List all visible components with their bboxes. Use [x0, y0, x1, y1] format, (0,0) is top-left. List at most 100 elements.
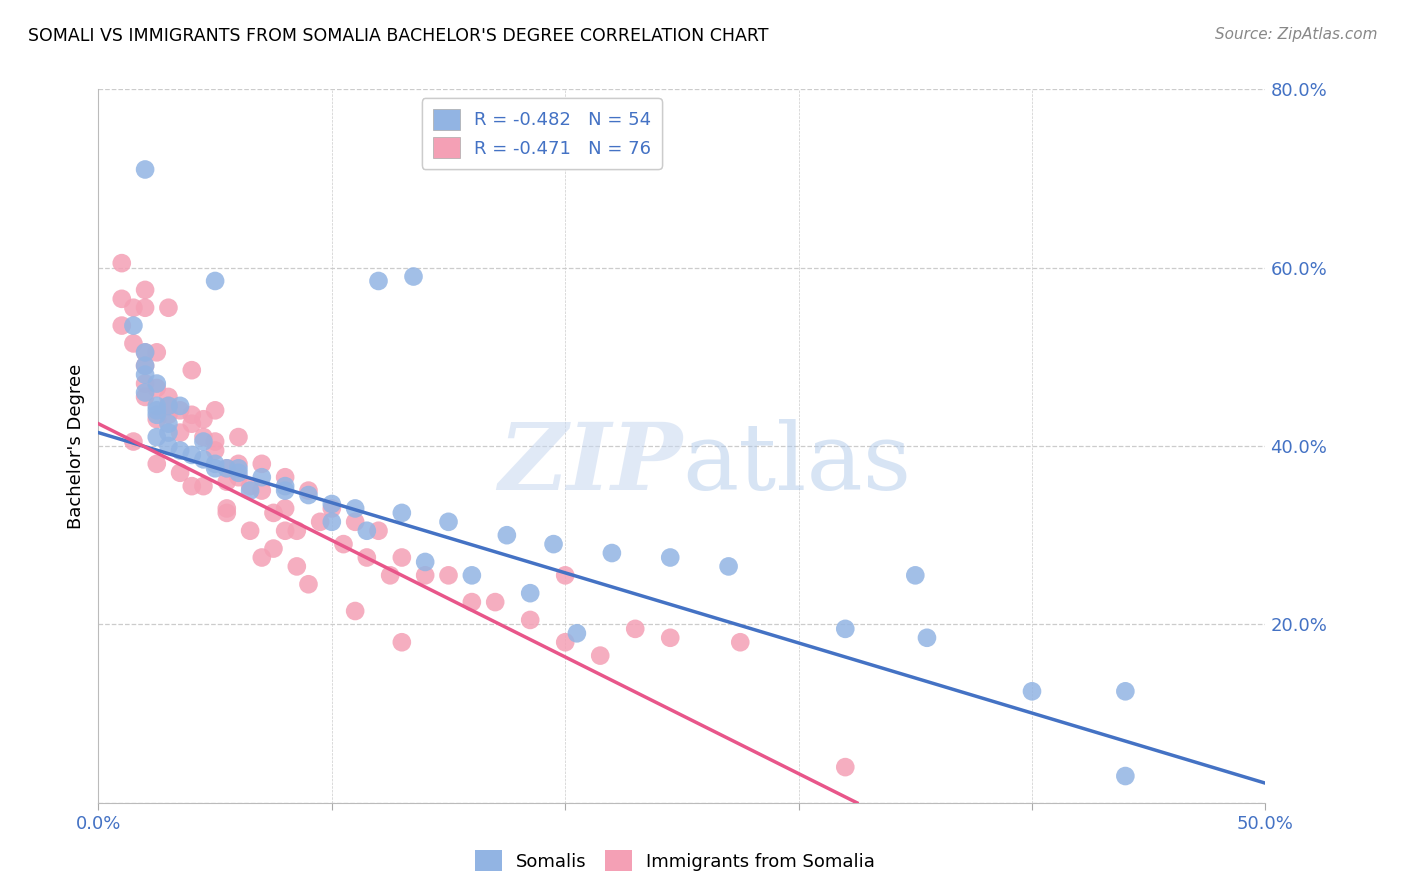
Point: [146, 430, 169, 444]
Point: [461, 568, 484, 582]
Point: [391, 635, 413, 649]
Point: [157, 425, 180, 440]
Point: [134, 345, 156, 359]
Point: [157, 408, 180, 422]
Point: [332, 537, 354, 551]
Point: [461, 595, 484, 609]
Point: [146, 408, 169, 422]
Point: [321, 497, 343, 511]
Point: [204, 457, 226, 471]
Point: [169, 466, 191, 480]
Point: [321, 515, 343, 529]
Point: [215, 461, 238, 475]
Point: [180, 417, 202, 431]
Point: [157, 439, 180, 453]
Point: [344, 515, 367, 529]
Point: [146, 376, 169, 391]
Point: [228, 457, 250, 471]
Point: [134, 283, 156, 297]
Point: [134, 162, 156, 177]
Point: [157, 399, 180, 413]
Point: [134, 345, 156, 359]
Point: [624, 622, 647, 636]
Point: [215, 461, 238, 475]
Point: [437, 515, 460, 529]
Point: [413, 568, 436, 582]
Point: [250, 483, 273, 498]
Point: [134, 359, 156, 373]
Point: [519, 586, 541, 600]
Point: [193, 430, 215, 444]
Point: [250, 470, 273, 484]
Point: [122, 434, 145, 449]
Point: [356, 550, 378, 565]
Point: [484, 595, 506, 609]
Point: [134, 376, 156, 391]
Point: [146, 399, 169, 413]
Legend: Somalis, Immigrants from Somalia: Somalis, Immigrants from Somalia: [467, 843, 883, 879]
Point: [239, 479, 262, 493]
Point: [344, 501, 367, 516]
Point: [321, 501, 343, 516]
Point: [730, 635, 752, 649]
Point: [391, 550, 413, 565]
Point: [204, 403, 226, 417]
Point: [239, 483, 262, 498]
Point: [215, 506, 238, 520]
Point: [180, 479, 202, 493]
Point: [344, 604, 367, 618]
Point: [146, 412, 169, 426]
Point: [193, 412, 215, 426]
Point: [228, 466, 250, 480]
Point: [402, 269, 425, 284]
Point: [157, 417, 180, 431]
Point: [274, 501, 297, 516]
Point: [1114, 769, 1136, 783]
Point: [437, 568, 460, 582]
Point: [146, 457, 169, 471]
Point: [157, 301, 180, 315]
Point: [169, 399, 191, 413]
Point: [134, 359, 156, 373]
Point: [274, 479, 297, 493]
Point: [274, 483, 297, 498]
Point: [554, 568, 576, 582]
Point: [519, 613, 541, 627]
Point: [215, 501, 238, 516]
Point: [717, 559, 740, 574]
Point: [285, 559, 308, 574]
Point: [589, 648, 612, 663]
Point: [134, 301, 156, 315]
Point: [111, 292, 134, 306]
Point: [180, 448, 202, 462]
Point: [239, 524, 262, 538]
Point: [122, 336, 145, 351]
Text: SOMALI VS IMMIGRANTS FROM SOMALIA BACHELOR'S DEGREE CORRELATION CHART: SOMALI VS IMMIGRANTS FROM SOMALIA BACHEL…: [28, 27, 769, 45]
Text: ZIP: ZIP: [498, 419, 682, 508]
Point: [134, 385, 156, 400]
Point: [659, 550, 682, 565]
Point: [169, 425, 191, 440]
Point: [228, 430, 250, 444]
Point: [204, 274, 226, 288]
Point: [122, 301, 145, 315]
Point: [565, 626, 588, 640]
Point: [250, 457, 273, 471]
Point: [146, 345, 169, 359]
Point: [380, 568, 402, 582]
Point: [904, 568, 927, 582]
Point: [285, 524, 308, 538]
Point: [250, 550, 273, 565]
Point: [413, 555, 436, 569]
Point: [543, 537, 565, 551]
Point: [204, 443, 226, 458]
Point: [391, 506, 413, 520]
Point: [297, 483, 319, 498]
Point: [169, 443, 191, 458]
Point: [309, 515, 332, 529]
Point: [193, 452, 215, 467]
Point: [356, 524, 378, 538]
Point: [297, 577, 319, 591]
Text: Source: ZipAtlas.com: Source: ZipAtlas.com: [1215, 27, 1378, 42]
Point: [157, 390, 180, 404]
